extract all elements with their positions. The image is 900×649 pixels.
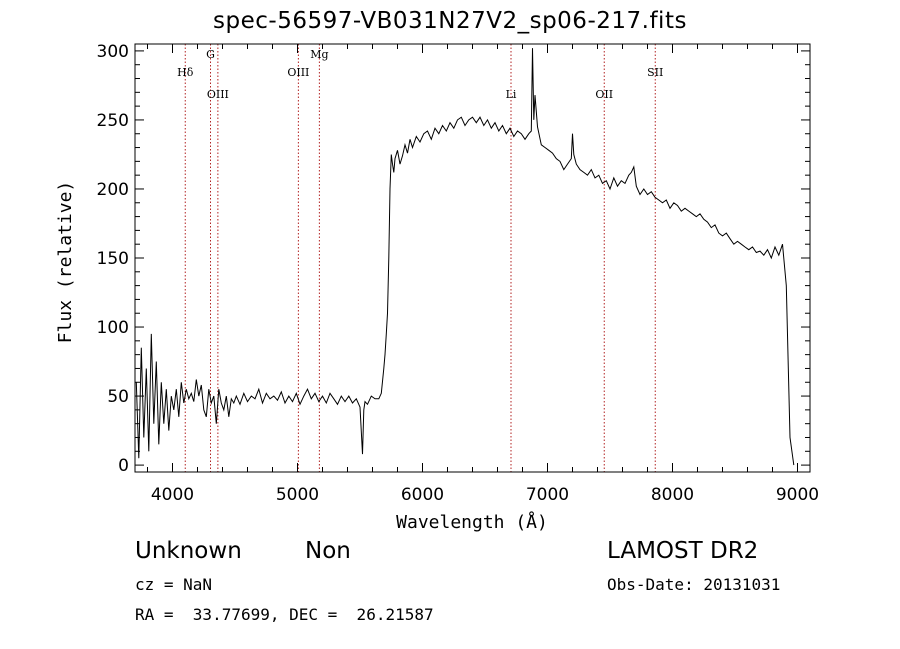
y-tick-label-1: 50 — [107, 387, 129, 407]
y-tick-label-6: 300 — [97, 42, 129, 62]
line-label-5: Li — [506, 88, 517, 101]
y-tick-label-2: 100 — [97, 318, 129, 338]
y-axis-label: Flux (relative) — [55, 181, 76, 344]
x-tick-label-4: 8000 — [651, 485, 694, 505]
spectrum-series-line — [135, 48, 795, 466]
line-label-2: OIII — [207, 88, 229, 101]
x-axis-ticks: 4000 5000 6000 7000 8000 9000 — [147, 44, 819, 505]
y-axis-ticks: 0 50 100 150 200 250 300 — [97, 42, 810, 476]
y-tick-label-5: 250 — [97, 111, 129, 131]
observation-date: Obs-Date: 20131031 — [607, 575, 781, 594]
x-tick-label-2: 6000 — [401, 485, 444, 505]
ra-dec-coordinates: RA = 33.77699, DEC = 26.21587 — [135, 605, 434, 624]
object-class: Unknown — [135, 538, 242, 564]
x-axis-label: Wavelength (Å) — [396, 511, 548, 533]
chart-title: spec-56597-VB031N27V2_sp06-217.fits — [213, 8, 687, 34]
y-tick-label-3: 150 — [97, 249, 129, 269]
line-label-6: OII — [595, 88, 613, 101]
survey-label: LAMOST DR2 — [607, 538, 759, 564]
plot-frame — [134, 43, 811, 473]
line-label-4: Mg — [310, 48, 328, 61]
line-label-7: SII — [647, 66, 663, 79]
y-tick-label-4: 200 — [97, 180, 129, 200]
x-tick-label-0: 4000 — [151, 485, 194, 505]
line-markers — [184, 44, 656, 472]
y-tick-label-0: 0 — [118, 456, 129, 476]
object-subclass: Non — [305, 538, 351, 564]
line-label-1: G — [206, 48, 215, 61]
x-tick-label-5: 9000 — [776, 485, 819, 505]
x-tick-label-3: 7000 — [526, 485, 569, 505]
redshift-cz: cz = NaN — [135, 575, 213, 594]
line-label-0: Hδ — [177, 66, 194, 79]
line-label-3: OIII — [287, 66, 309, 79]
x-tick-label-1: 5000 — [276, 485, 319, 505]
